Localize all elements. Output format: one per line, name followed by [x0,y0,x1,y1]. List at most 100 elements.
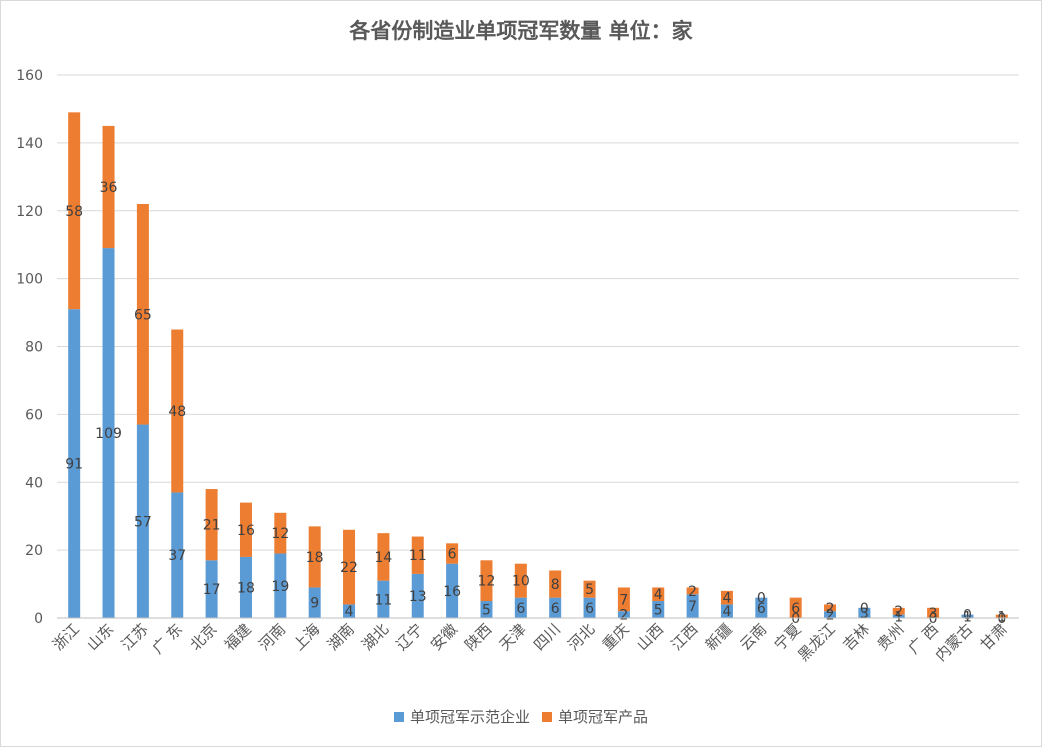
bar-segment-enterprise [549,597,562,618]
data-label-enterprise: 16 [443,584,461,600]
bar-segment-enterprise [652,601,665,618]
bar-segment-product [514,563,527,598]
data-label-enterprise: 1 [963,609,972,625]
data-label-enterprise: 6 [516,601,525,617]
bar-segment-product [171,329,184,493]
bar-segment-product [308,526,321,588]
x-tick-label: 湖南 [324,620,358,654]
data-label-product: 11 [409,548,427,564]
x-tick-label: 陕西 [461,620,495,654]
bar-segment-product [789,597,802,618]
legend-swatch [393,711,404,722]
data-label-enterprise: 18 [237,580,255,596]
data-label-product: 22 [340,560,358,576]
bar-segment-product [927,607,940,618]
data-label-product: 3 [929,606,938,622]
y-tick-label: 40 [25,475,43,491]
data-label-product: 4 [654,587,663,603]
bar-segment-enterprise [755,597,768,618]
data-label-product: 6 [448,547,457,563]
data-label-product: 16 [237,523,255,539]
bar-segment-enterprise [205,560,218,618]
data-label-product: 5 [585,582,594,598]
data-label-enterprise: 5 [482,603,491,619]
data-label-product: 12 [271,526,289,542]
data-label-product: 6 [791,601,800,617]
data-label-product: 48 [168,404,186,420]
data-label-enterprise: 17 [203,582,221,598]
bar-segment-enterprise [858,607,871,618]
x-tick-label: 吉林 [839,620,873,654]
data-label-enterprise: 6 [551,601,560,617]
bar-segment-enterprise [514,597,527,618]
bar-segment-product [239,502,252,557]
data-label-enterprise: 6 [585,601,594,617]
bar-segment-product [720,590,733,605]
data-label-enterprise: 6 [757,601,766,617]
bar-segment-product [102,125,115,249]
data-label-product: 7 [619,592,628,608]
data-label-enterprise: 2 [826,608,835,624]
data-label-enterprise: 57 [134,514,152,530]
data-label-enterprise: 4 [723,604,732,620]
bar-segment-product [583,580,596,598]
y-tick-label: 100 [16,272,43,288]
data-label-product: 65 [134,307,152,323]
x-tick-label: 湖北 [358,620,392,654]
data-label-product: 2 [894,604,903,620]
bar-segment-enterprise [411,573,424,618]
bar-segment-product [617,587,630,612]
x-tick-label: 北京 [186,620,220,654]
chart-plot: 0204060801001201401609158浙江10936山东5765江苏… [16,68,1019,665]
bar-segment-enterprise [68,309,81,618]
data-label-enterprise: 5 [654,603,663,619]
x-tick-label: 内蒙古 [932,620,977,665]
data-label-enterprise: 0 [929,611,938,627]
bar-segment-product [686,587,699,595]
bar-segment-product [480,560,493,602]
x-tick-label: 新疆 [702,620,736,654]
bar-segment-enterprise [617,611,630,618]
data-label-product: 2 [688,584,697,600]
data-label-enterprise: 7 [688,599,697,615]
data-label-product: 8 [551,577,560,593]
y-tick-label: 120 [16,204,43,220]
bar-segment-product [892,607,905,615]
bar-segment-enterprise [102,248,115,619]
data-label-enterprise: 91 [65,457,83,473]
data-label-enterprise: 0 [791,611,800,627]
legend-label: 单项冠军产品 [558,708,649,726]
y-tick-label: 60 [25,407,43,423]
bar-segment-product [652,587,665,602]
y-tick-label: 160 [16,68,43,84]
legend-item: 单项冠军示范企业 [393,706,530,727]
bar-segment-product [136,203,149,425]
x-tick-label: 河南 [255,620,289,654]
bar-segment-enterprise [343,604,356,618]
data-label-enterprise: 19 [271,579,289,595]
bar-segment-enterprise [583,597,596,618]
legend-item: 单项冠军产品 [542,706,648,727]
x-tick-label: 江苏 [118,620,152,654]
data-label-enterprise: 37 [168,548,186,564]
bar-segment-enterprise [892,614,905,618]
x-tick-label: 广 东 [149,620,186,657]
bar-segment-enterprise [274,553,287,618]
y-tick-label: 0 [34,611,43,627]
x-tick-label: 江西 [667,620,701,654]
data-label-enterprise: 11 [374,592,392,608]
data-label-enterprise: 9 [310,596,319,612]
x-tick-label: 四川 [530,620,564,654]
data-label-product: 0 [860,601,869,617]
data-label-product: 1 [997,609,1006,625]
bar-segment-enterprise [308,587,321,618]
data-label-product: 58 [65,204,83,220]
y-tick-label: 20 [25,543,43,559]
x-tick-label: 天津 [496,620,530,654]
data-label-enterprise: 13 [409,589,427,605]
x-tick-label: 山西 [633,620,667,654]
data-label-product: 36 [100,180,118,196]
data-label-product: 0 [963,608,972,624]
data-label-enterprise: 3 [860,606,869,622]
bar-segment-product [377,533,390,581]
